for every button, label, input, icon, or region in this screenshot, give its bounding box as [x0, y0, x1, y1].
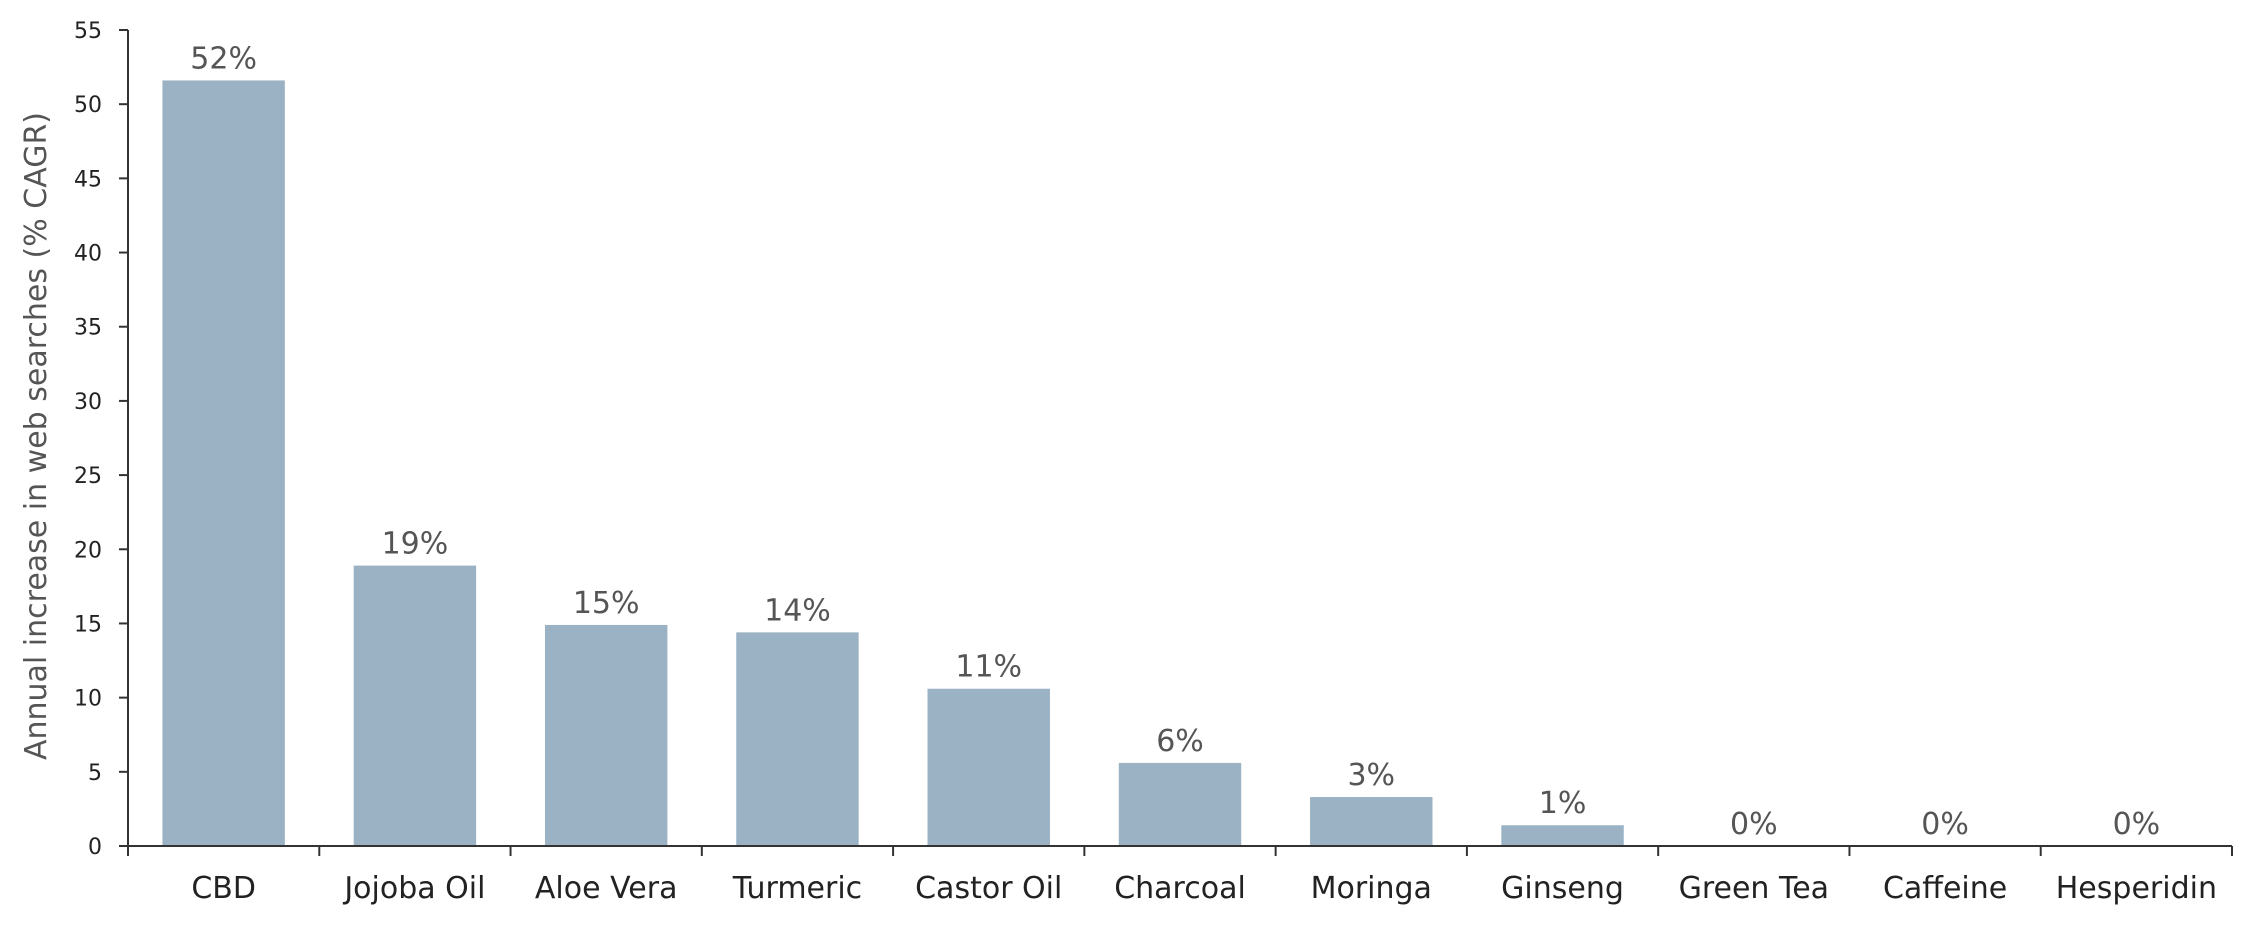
x-category-label: Charcoal	[1114, 871, 1246, 906]
y-tick-label: 45	[74, 167, 102, 192]
y-tick-label: 0	[88, 835, 102, 860]
y-tick-label: 10	[74, 687, 102, 712]
y-tick-label: 5	[88, 761, 102, 786]
bar-cbd	[162, 80, 285, 847]
bars	[162, 80, 1624, 847]
bar-moringa	[1310, 797, 1433, 846]
bar-castor-oil	[927, 688, 1050, 846]
bar-charcoal	[1118, 762, 1242, 846]
y-axis-ticks: 0 5 10 15 20 25 30 35 40 45 50 55	[74, 19, 128, 860]
y-tick-label: 50	[74, 93, 102, 118]
data-label: 0%	[2113, 807, 2161, 842]
data-label: 0%	[1921, 807, 1969, 842]
bar-aloe-vera	[544, 624, 668, 846]
data-label: 0%	[1730, 807, 1778, 842]
y-axis-title: Annual increase in web searches (% CAGR)	[19, 112, 54, 760]
x-category-label: Hesperidin	[2056, 871, 2217, 906]
x-category-label: Ginseng	[1501, 871, 1624, 906]
bar-ginseng	[1501, 825, 1624, 846]
x-category-label: Castor Oil	[915, 871, 1062, 906]
x-category-label: CBD	[191, 871, 256, 906]
x-category-label: Aloe Vera	[535, 871, 678, 906]
y-tick-label: 40	[74, 242, 102, 267]
x-category-label: Jojoba Oil	[342, 871, 485, 906]
data-label: 14%	[764, 593, 831, 628]
x-category-label: Turmeric	[732, 871, 862, 906]
x-category-label: Moringa	[1311, 871, 1432, 906]
data-label: 3%	[1347, 758, 1395, 793]
data-label: 1%	[1539, 786, 1587, 821]
data-label: 6%	[1156, 724, 1204, 759]
y-tick-label: 20	[74, 538, 102, 563]
data-label: 19%	[382, 527, 449, 562]
data-labels: 52% 19% 15% 14% 11% 6% 3% 1% 0% 0% 0%	[190, 41, 2160, 842]
data-label: 15%	[573, 586, 640, 621]
x-category-label: Green Tea	[1679, 871, 1829, 906]
bar-jojoba-oil	[353, 565, 477, 846]
data-label: 52%	[190, 41, 257, 76]
bar-turmeric	[736, 632, 859, 846]
x-axis-ticks: CBD Jojoba Oil Aloe Vera Turmeric Castor Oil…	[127, 846, 2233, 906]
y-tick-label: 15	[74, 612, 102, 637]
y-tick-label: 25	[74, 464, 102, 489]
data-label: 11%	[955, 650, 1022, 685]
y-tick-label: 55	[74, 19, 102, 44]
x-category-label: Caffeine	[1883, 871, 2007, 906]
y-tick-label: 30	[74, 390, 102, 415]
y-tick-label: 35	[74, 316, 102, 341]
